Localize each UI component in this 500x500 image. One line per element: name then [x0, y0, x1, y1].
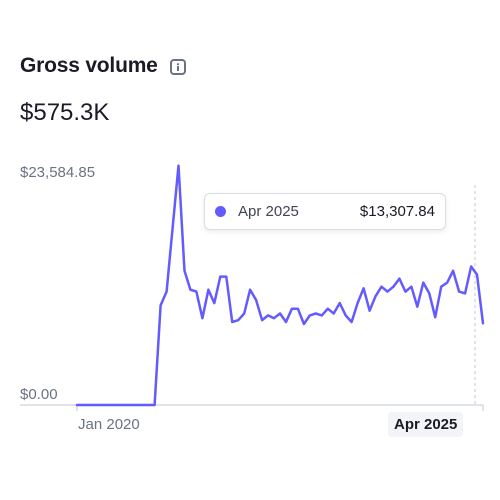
- series-line: [75, 164, 485, 407]
- x-axis-start-label: Jan 2020: [78, 416, 140, 433]
- info-icon[interactable]: [169, 59, 186, 75]
- tooltip-date: Apr 2025: [238, 203, 299, 220]
- chart-tooltip: Apr 2025 $13,307.84: [204, 193, 446, 230]
- info-icon-glyph: [176, 63, 179, 71]
- y-axis-min-label: $0.00: [20, 386, 58, 403]
- y-axis-max-label: $23,584.85: [20, 164, 96, 181]
- card-header: Gross volume: [20, 54, 186, 78]
- x-axis-end-label: Apr 2025: [388, 412, 464, 437]
- series-color-dot: [215, 206, 226, 217]
- tooltip-value: $13,307.84: [359, 203, 435, 220]
- card-title: Gross volume: [20, 54, 158, 77]
- total-value: $575.3K: [20, 99, 110, 126]
